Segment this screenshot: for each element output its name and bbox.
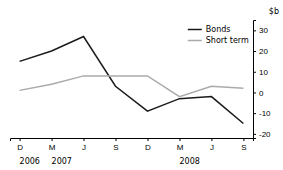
y-tick-mark bbox=[253, 92, 256, 93]
y-axis-line bbox=[254, 21, 257, 139]
y-tick-mark bbox=[253, 134, 256, 135]
y-tick: 10 bbox=[253, 68, 268, 77]
y-axis-label: $b bbox=[269, 7, 279, 16]
legend-item: Short term bbox=[188, 36, 249, 45]
y-tick-label: 0 bbox=[259, 89, 264, 98]
x-axis-line bbox=[11, 139, 254, 142]
y-tick: -20 bbox=[253, 130, 271, 139]
legend-label: Short term bbox=[206, 36, 249, 45]
legend-item: Bonds bbox=[188, 25, 231, 34]
x-tick: D bbox=[145, 138, 151, 152]
x-axis: DMJSDMJS bbox=[11, 138, 254, 152]
x-tick-mark bbox=[179, 138, 180, 141]
y-tick-label: 10 bbox=[259, 68, 268, 77]
x-tick: S bbox=[241, 138, 246, 152]
y-tick-label: -10 bbox=[259, 109, 271, 118]
x-tick-mark bbox=[84, 138, 85, 141]
y-tick-label: 30 bbox=[259, 26, 268, 35]
x-tick-label: M bbox=[49, 143, 56, 152]
x-tick-label: S bbox=[113, 143, 118, 152]
line-series bbox=[20, 37, 244, 124]
x-tick-label: D bbox=[17, 143, 23, 152]
x-tick: M bbox=[49, 138, 56, 152]
annotation: 2007 bbox=[52, 157, 72, 166]
y-tick: 0 bbox=[253, 89, 264, 98]
line-series bbox=[20, 76, 244, 97]
x-tick-mark bbox=[52, 138, 53, 141]
legend: Bonds Short term bbox=[188, 25, 249, 45]
x-tick-mark bbox=[147, 138, 148, 141]
x-tick-mark bbox=[243, 138, 244, 141]
y-tick-mark bbox=[253, 113, 256, 114]
y-tick-label: -20 bbox=[259, 130, 271, 139]
x-tick-label: M bbox=[177, 143, 184, 152]
x-tick-mark bbox=[211, 138, 212, 141]
x-tick: J bbox=[210, 138, 214, 152]
x-tick-label: D bbox=[145, 143, 151, 152]
y-tick-mark bbox=[253, 51, 256, 52]
y-tick-mark bbox=[253, 30, 256, 31]
legend-swatch bbox=[188, 29, 202, 31]
annotation: 2006 bbox=[20, 157, 40, 166]
legend-swatch bbox=[188, 40, 202, 42]
x-tick-mark bbox=[20, 138, 21, 141]
legend-label: Bonds bbox=[206, 25, 231, 34]
x-tick: M bbox=[177, 138, 184, 152]
plot: D M J S D M J S -20 -10 0 10 20 30 $b 2006 2007 2008 Bonds… bbox=[11, 7, 280, 166]
y-tick: 20 bbox=[253, 47, 268, 56]
y-tick: 30 bbox=[253, 26, 268, 35]
y-axis: -20 -10 0 10 20 30 bbox=[253, 21, 271, 139]
x-tick-label: J bbox=[82, 143, 86, 152]
chart: D M J S D M J S -20 -10 0 10 20 30 $b 2006 2007 2008 Bonds… bbox=[0, 0, 283, 170]
x-tick: S bbox=[113, 138, 118, 152]
x-tick-label: J bbox=[210, 143, 214, 152]
y-tick-mark bbox=[253, 72, 256, 73]
y-tick: -10 bbox=[253, 109, 271, 118]
x-tick: D bbox=[17, 138, 23, 152]
x-tick: J bbox=[82, 138, 86, 152]
y-tick-label: 20 bbox=[259, 47, 268, 56]
lines bbox=[20, 37, 244, 124]
x-tick-mark bbox=[116, 138, 117, 141]
x-tick-label: S bbox=[241, 143, 246, 152]
annotation: 2008 bbox=[179, 157, 199, 166]
